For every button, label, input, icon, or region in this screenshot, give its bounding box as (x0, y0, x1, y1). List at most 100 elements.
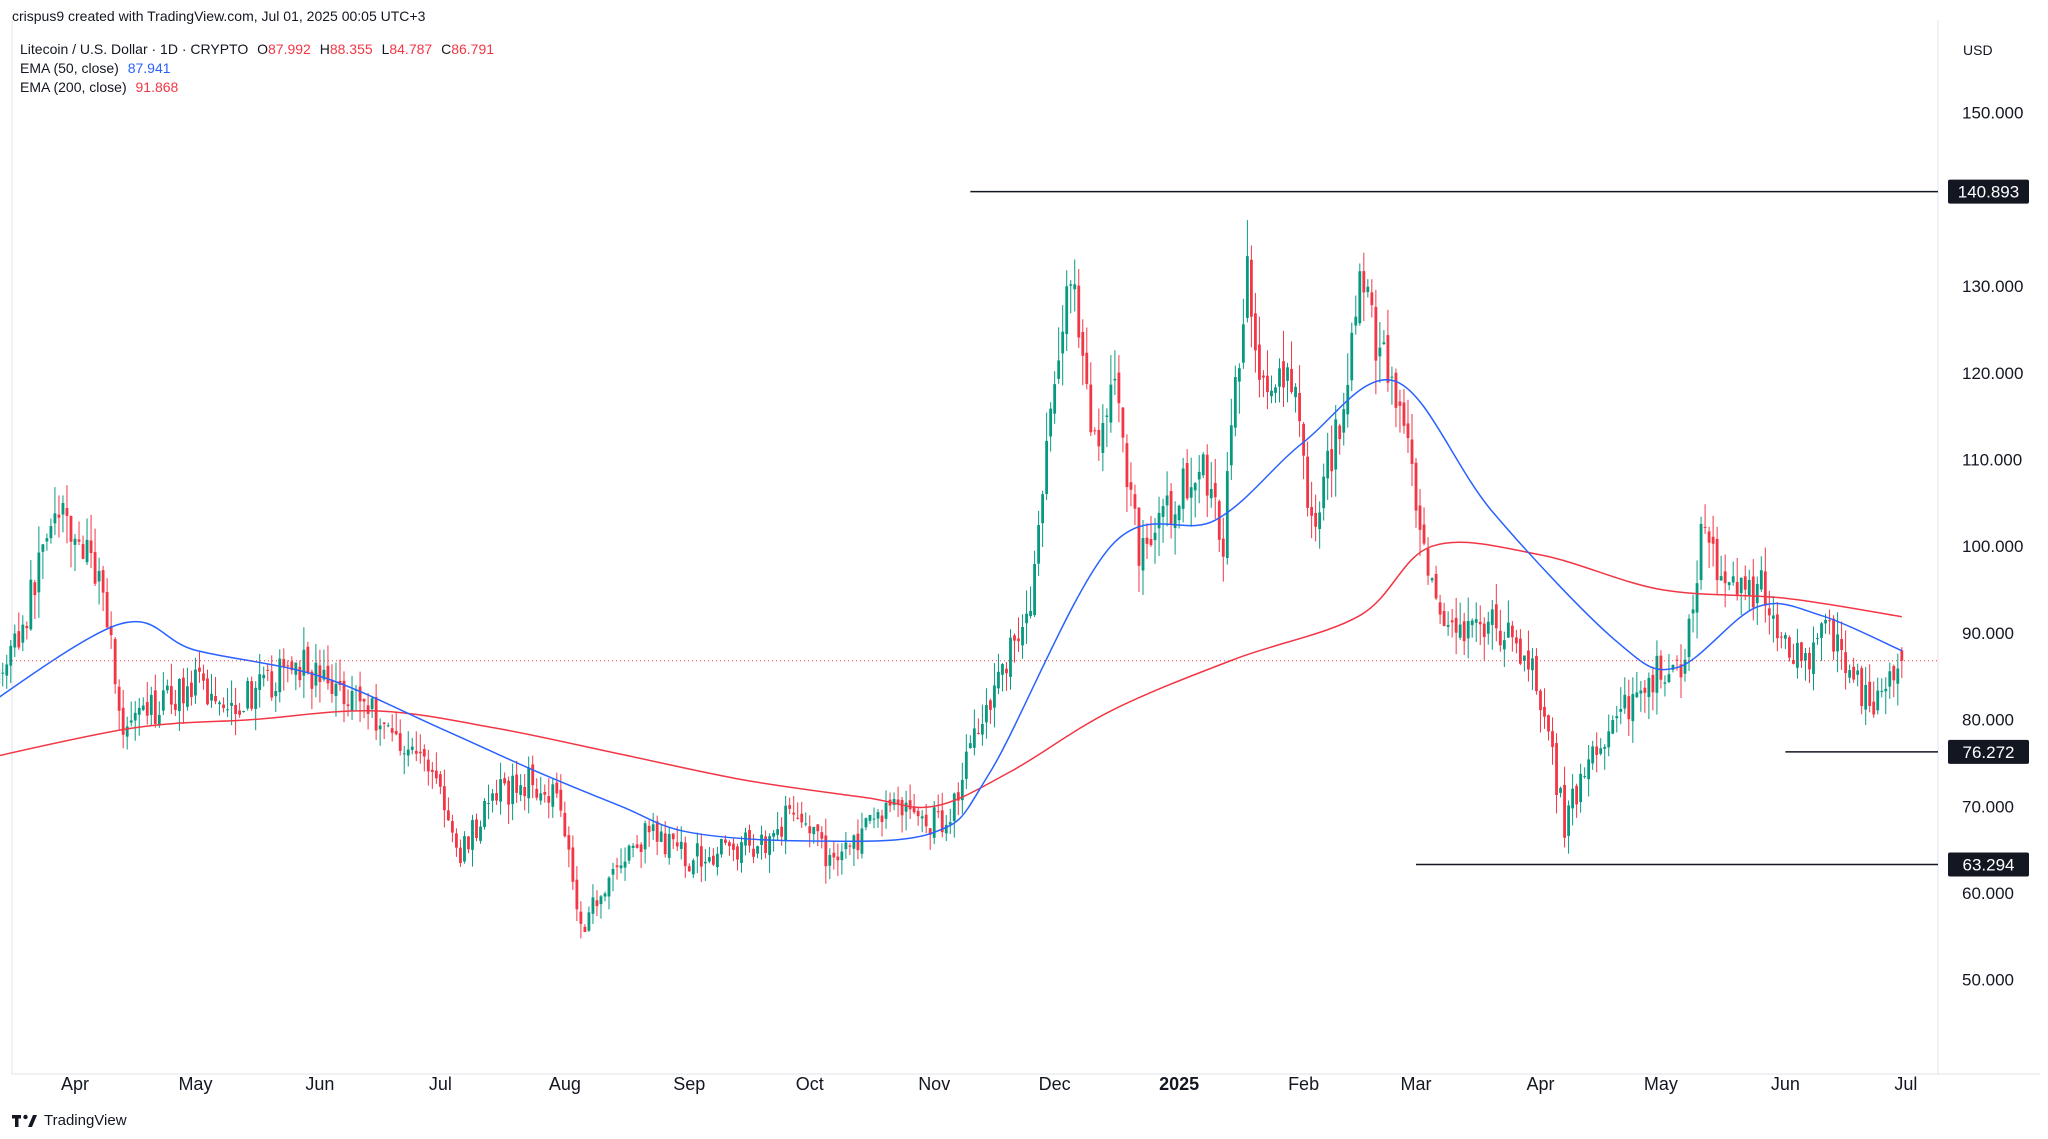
candle-up (1747, 569, 1751, 611)
candle-down (563, 801, 567, 838)
candle-up (1025, 590, 1028, 644)
candle-body (1808, 652, 1811, 670)
candle-body (1302, 423, 1305, 456)
price-levels[interactable]: 140.893 76.272 63.294 (12, 179, 2029, 877)
candle-up (1663, 675, 1667, 697)
candle-up (884, 790, 888, 829)
candle-body (1430, 578, 1434, 581)
candle-up (703, 848, 707, 881)
candle-up (402, 745, 406, 775)
candle-down (752, 834, 755, 864)
candle-down (1840, 621, 1843, 670)
candle-down (1498, 609, 1502, 652)
candle-up (828, 848, 832, 880)
candle-body (720, 838, 723, 855)
candle-body (507, 780, 511, 805)
candle-down (780, 817, 784, 846)
candle-up (1727, 581, 1731, 591)
candle-body (647, 825, 651, 833)
candle-down (856, 819, 860, 860)
candle-down (495, 779, 498, 805)
candle-up (695, 832, 699, 874)
candle-down (238, 702, 242, 718)
candle-body (386, 725, 390, 727)
candle-body (944, 824, 948, 834)
candle-body (695, 843, 699, 857)
y-axis[interactable]: 150.000 130.000 120.000 110.000 100.000 90.00… (1962, 104, 2023, 990)
candle-body (748, 829, 751, 846)
candle-body (1021, 626, 1024, 646)
currency-label[interactable]: USD (1963, 42, 1993, 58)
candle-down (796, 802, 800, 820)
candle-body (226, 709, 229, 711)
candle-up (1197, 455, 1201, 504)
candle-down (1844, 630, 1848, 690)
legend-ema50-row[interactable]: EMA (50, close) 87.941 (20, 59, 494, 78)
candle-body (1326, 450, 1330, 479)
candle-down (298, 660, 302, 688)
candle-body (117, 686, 121, 711)
candle-up (1, 662, 5, 687)
candle-body (1025, 613, 1028, 624)
footer-brand[interactable]: TradingView (12, 1112, 127, 1129)
candle-up (149, 686, 153, 727)
candle-down (832, 841, 836, 870)
legend-symbol-row[interactable]: Litecoin / U.S. Dollar · 1D · CRYPTO O87… (20, 40, 494, 59)
candle-up (651, 812, 655, 840)
candle-body (932, 807, 936, 838)
candle-body (406, 749, 410, 756)
candle-body (1410, 439, 1414, 464)
candle-down (1723, 554, 1727, 608)
ema200-label: EMA (200, close) (20, 79, 127, 95)
candle-body (1225, 471, 1229, 559)
candle-body (1579, 773, 1583, 803)
candle-body (9, 645, 13, 666)
candle-up (1201, 452, 1205, 479)
candle-body (137, 707, 141, 715)
candle-down (1892, 664, 1896, 698)
x-axis[interactable]: Apr May Jun Jul Aug Sep Oct Nov Dec 2025 Feb Mar Apr… (61, 1074, 1917, 1094)
candle-body (587, 912, 591, 931)
candle-body (1514, 637, 1518, 644)
candle-up (852, 834, 856, 867)
candle-up (920, 810, 924, 833)
candle-down (1185, 449, 1189, 501)
candle-body (1852, 666, 1856, 680)
candle-up (186, 667, 189, 711)
candle-body (816, 824, 820, 832)
candle-down (1800, 641, 1803, 669)
candle-down (1422, 507, 1426, 546)
candle-down (1402, 389, 1406, 434)
candle-body (711, 855, 715, 865)
candle-up (691, 858, 695, 879)
candle-body (242, 711, 246, 713)
candle-body (1836, 634, 1839, 652)
candle-body (1398, 401, 1402, 406)
candle-down (1595, 732, 1599, 773)
candle-up (932, 800, 936, 845)
candle-up (1049, 402, 1053, 452)
candle-up (980, 704, 984, 746)
candle-down (1828, 609, 1831, 635)
candle-up (768, 833, 771, 873)
candle-body (1129, 482, 1133, 490)
candle-up (230, 680, 233, 726)
candle-up (1466, 597, 1470, 659)
legend-ema200-row[interactable]: EMA (200, close) 91.868 (20, 78, 494, 97)
candles (0, 220, 1904, 939)
candle-body (679, 841, 683, 849)
candle-up (1342, 392, 1346, 446)
candle-up (29, 560, 33, 631)
candle-body (1117, 372, 1121, 404)
candle-up (1888, 662, 1892, 699)
candle-body (820, 832, 824, 839)
candle-down (824, 818, 828, 884)
candle-down (1860, 665, 1864, 715)
candle-body (868, 814, 872, 821)
candle-body (1767, 608, 1771, 616)
candle-body (105, 592, 109, 628)
candle-body (1739, 577, 1743, 594)
ema-lines (0, 379, 1903, 843)
candle-body (1165, 495, 1169, 506)
